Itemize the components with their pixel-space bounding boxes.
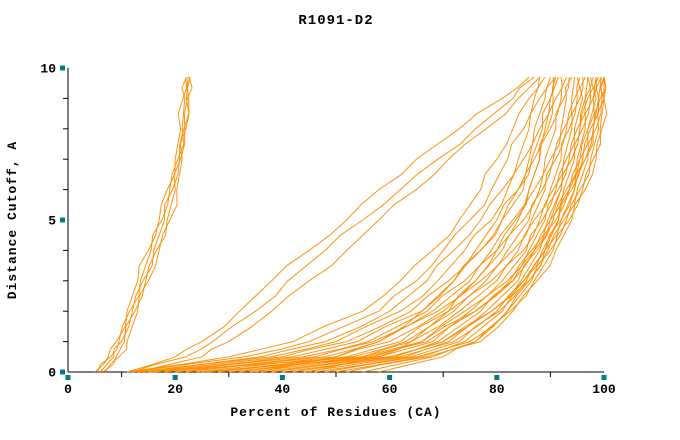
model-curve [99, 77, 190, 373]
x-tick-label: 100 [592, 382, 616, 397]
x-major-tick-marker [601, 375, 607, 380]
x-major-tick-marker [172, 375, 178, 380]
x-tick-label: 20 [167, 382, 183, 397]
model-curve [196, 77, 575, 373]
x-axis-label: Percent of Residues (CA) [230, 405, 441, 420]
model-curve [126, 76, 530, 373]
model-curve [255, 77, 555, 373]
model-curve [207, 76, 581, 373]
y-major-tick-marker [60, 65, 65, 71]
x-major-tick-marker [387, 375, 393, 380]
model-curve [132, 76, 535, 373]
tick-labels-group: 0 20 40 60 80 100 0 5 10 [40, 62, 616, 398]
x-major-tick-marker [494, 375, 500, 380]
model-curve [175, 77, 570, 373]
model-curve [378, 77, 597, 373]
model-curve [148, 76, 591, 373]
x-tick-label: 0 [64, 382, 72, 397]
model-curve [335, 77, 607, 373]
model-curve [97, 76, 187, 373]
model-curve [325, 76, 605, 373]
y-axis-label: Distance Cutoff, A [5, 141, 20, 299]
model-curve [105, 76, 191, 373]
axis-ticks-group [60, 65, 607, 380]
model-curve [271, 76, 594, 373]
model-curve [303, 77, 602, 373]
x-tick-label: 40 [275, 382, 291, 397]
y-major-tick-marker [60, 369, 65, 375]
x-tick-label: 80 [489, 382, 505, 397]
model-curve [94, 77, 187, 373]
y-major-tick-marker [60, 217, 65, 223]
y-tick-label: 5 [48, 214, 56, 229]
x-major-tick-marker [65, 375, 71, 380]
model-curve [362, 77, 608, 373]
model-curve [218, 76, 581, 373]
model-curve [201, 76, 602, 373]
x-tick-label: 60 [382, 382, 398, 397]
model-curve [142, 76, 557, 373]
model-curve [309, 76, 557, 373]
x-major-tick-marker [279, 375, 285, 380]
model-curve [102, 76, 193, 373]
model-curve [228, 77, 584, 373]
model-curve [132, 76, 546, 373]
model-curve [137, 76, 551, 373]
model-curve [153, 77, 563, 373]
model-curve [137, 76, 541, 373]
chart-title: R1091-D2 [298, 13, 373, 29]
model-curves-group [94, 76, 608, 373]
model-curve [126, 77, 541, 373]
model-curve [293, 76, 600, 373]
y-tick-label: 0 [48, 366, 56, 381]
y-tick-label: 10 [40, 62, 56, 77]
model-curve [164, 76, 567, 373]
model-curve [239, 76, 586, 373]
